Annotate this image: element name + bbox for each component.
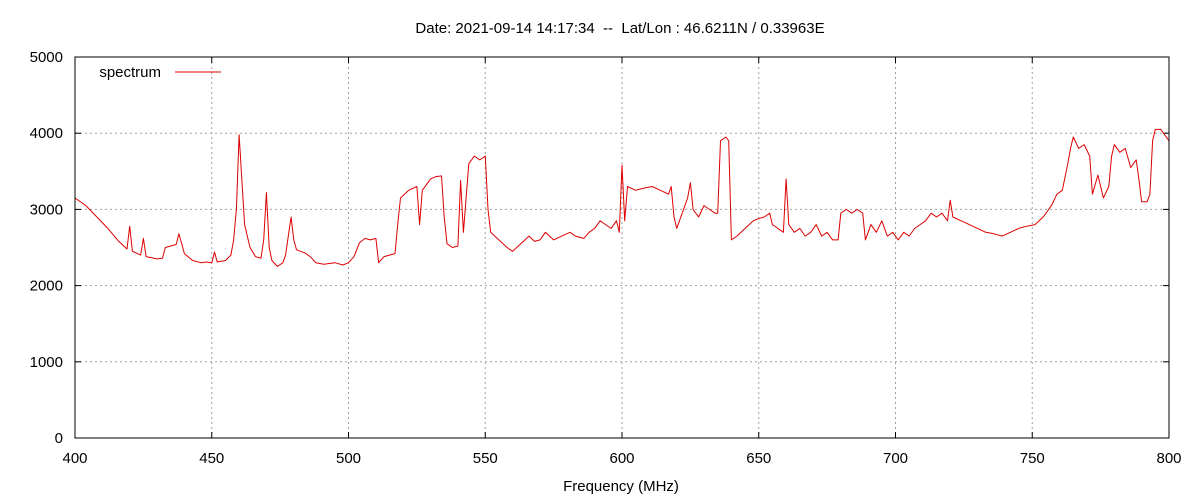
x-tick-label: 600	[609, 450, 634, 467]
x-tick-labels: 400 450 500 550 600 650 700 750 800	[62, 450, 1181, 467]
y-tick-labels: 0 1000 2000 3000 4000 5000	[30, 49, 63, 447]
legend-label: spectrum	[99, 64, 161, 81]
y-tick-label: 3000	[30, 201, 63, 218]
y-tick-label: 5000	[30, 49, 63, 66]
x-axis-label: Frequency (MHz)	[563, 478, 679, 495]
x-tick-label: 500	[336, 450, 361, 467]
x-tick-label: 400	[62, 450, 87, 467]
spectrum-line	[74, 128, 1170, 267]
y-tick-label: 2000	[30, 278, 63, 295]
legend: spectrum	[99, 64, 221, 81]
plot-frame	[74, 56, 1170, 439]
x-tick-label: 750	[1020, 450, 1045, 467]
x-tick-label: 550	[473, 450, 498, 467]
chart-title: Date: 2021-09-14 14:17:34 -- Lat/Lon : 4…	[415, 20, 824, 37]
y-tick-label: 0	[55, 430, 63, 447]
grid-lines	[75, 57, 1169, 438]
y-tick-label: 1000	[30, 354, 63, 371]
x-tick-label: 700	[883, 450, 908, 467]
x-tick-label: 800	[1156, 450, 1181, 467]
y-tick-label: 4000	[30, 125, 63, 142]
x-tick-label: 450	[199, 450, 224, 467]
x-tick-label: 650	[746, 450, 771, 467]
